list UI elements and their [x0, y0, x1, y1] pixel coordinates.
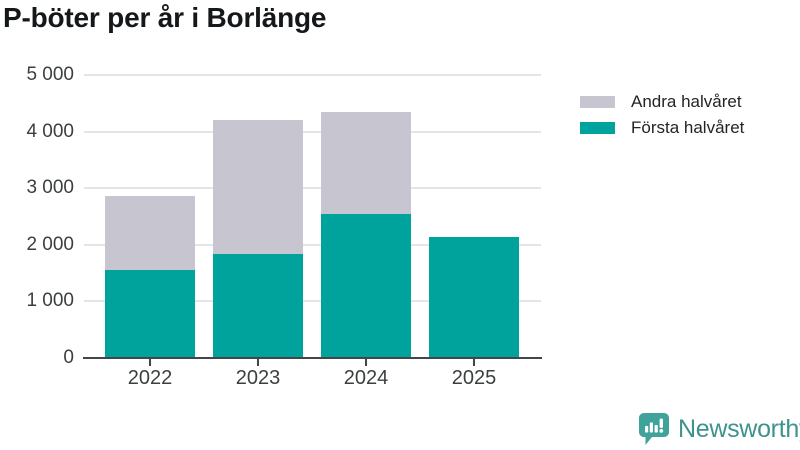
x-axis-label-2022: 2022 [127, 367, 173, 389]
newsworthy-bubble-chart-icon [639, 413, 669, 445]
x-axis-tick-2024 [365, 359, 367, 366]
y-axis-tick-label: 2 000 [26, 234, 74, 255]
gridline-5000 [84, 74, 541, 76]
x-axis-label-2025: 2025 [451, 367, 497, 389]
gridline-3000 [84, 187, 541, 189]
x-axis-label-2024: 2024 [343, 367, 389, 389]
gridline-4000 [84, 131, 541, 133]
legend-swatch [580, 122, 615, 134]
bar-2022-first-half [105, 270, 195, 358]
x-axis-tick-2025 [473, 359, 475, 366]
y-axis-tick-label: 4 000 [26, 121, 74, 142]
bar-2025-first-half [429, 237, 519, 358]
bar-2022-second-half [105, 196, 195, 270]
y-axis-tick-label: 1 000 [26, 290, 74, 311]
x-axis-line [83, 357, 542, 359]
legend: Andra halvåret Första halvåret [580, 89, 744, 141]
legend-swatch [580, 96, 615, 108]
x-axis-tick-2023 [257, 359, 259, 366]
y-axis-tick-label: 3 000 [26, 177, 74, 198]
legend-label: Andra halvåret [631, 92, 742, 111]
y-axis-tick-label: 0 [63, 347, 74, 368]
bar-2024-first-half [321, 214, 411, 358]
bar-2024-second-half [321, 112, 411, 214]
legend-item: Första halvåret [580, 115, 744, 141]
y-axis-tick-label: 5 000 [26, 64, 74, 85]
newsworthy-logo-link[interactable]: Newsworthy [638, 412, 800, 446]
gridline-2000 [84, 244, 541, 246]
x-axis-tick-2022 [149, 359, 151, 366]
newsworthy-wordmark: Newsworthy [678, 414, 800, 443]
chart-title: P-böter per år i Borlänge [3, 2, 327, 33]
bar-2023-first-half [213, 254, 303, 358]
legend-label: Första halvåret [631, 118, 745, 137]
bar-2023-second-half [213, 120, 303, 254]
x-axis-label-2023: 2023 [235, 367, 281, 389]
legend-item: Andra halvåret [580, 89, 744, 115]
gridline-1000 [84, 300, 541, 302]
